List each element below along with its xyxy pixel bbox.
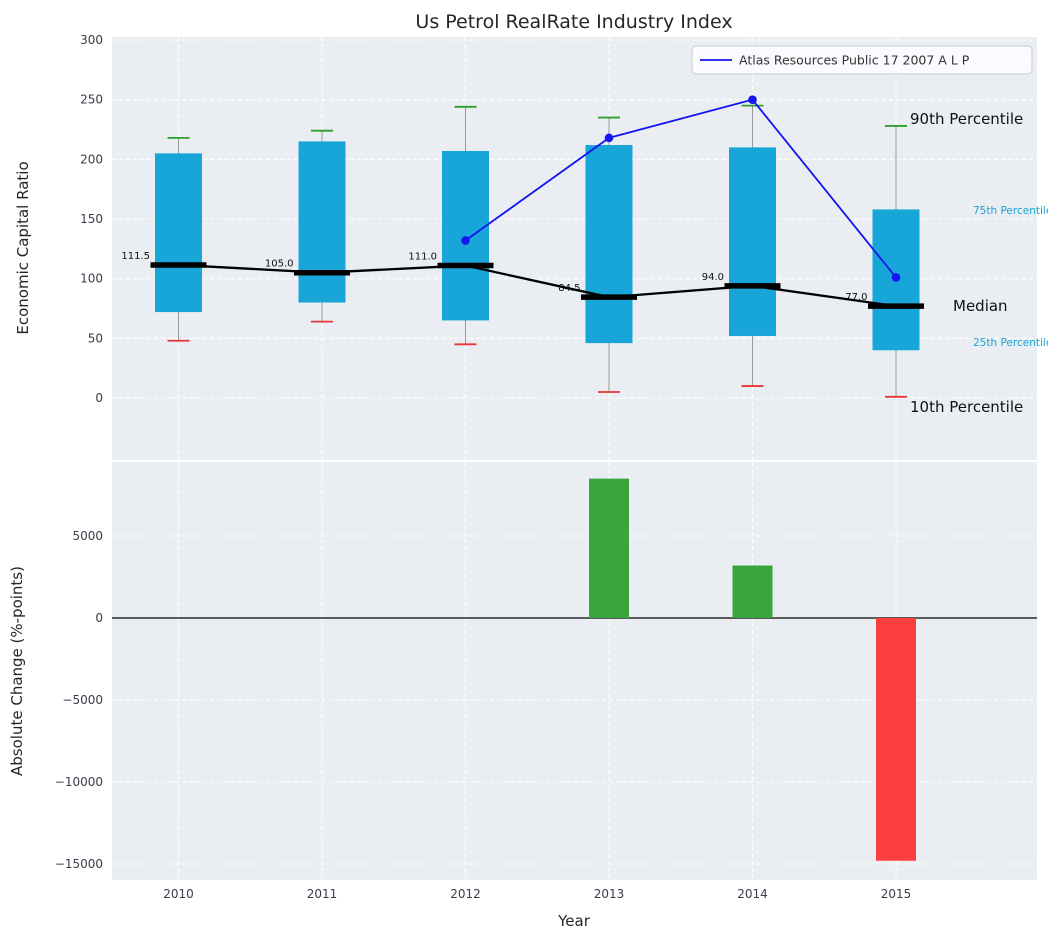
- iqr-box: [585, 145, 633, 344]
- iqr-box: [298, 141, 346, 303]
- x-tick-label: 2015: [881, 887, 912, 901]
- bar-2013: [589, 478, 629, 618]
- top-subplot: 300250200150100500111.5105.0111.084.594.…: [14, 11, 1048, 460]
- y-tick-label: −5000: [62, 693, 103, 707]
- series-marker: [891, 273, 901, 282]
- median-value-label: 94.0: [702, 272, 724, 283]
- legend-box: [691, 45, 1033, 75]
- annotation-median: Median: [953, 297, 1008, 315]
- ylabel-economic-capital-ratio: Economic Capital Ratio: [14, 161, 32, 334]
- ylabel-absolute-change: Absolute Change (%-points): [8, 566, 26, 776]
- median-trend-line: [178, 263, 897, 308]
- box-2012: 111.0: [408, 105, 494, 346]
- box-2014: 94.0: [702, 104, 781, 387]
- series-line: [464, 98, 897, 279]
- x-tick-label: 2013: [594, 887, 625, 901]
- median-value-label: 77.0: [845, 292, 867, 303]
- legend: Atlas Resources Public 17 2007 A L P: [691, 45, 1033, 75]
- series-marker: [604, 133, 614, 143]
- chart-title: Us Petrol RealRate Industry Index: [415, 11, 732, 33]
- y-tick-label: 300: [80, 33, 103, 47]
- xlabel-year: Year: [557, 912, 591, 930]
- top-plot-area: 300250200150100500111.5105.0111.084.594.…: [80, 33, 1037, 460]
- x-tick-label: 2010: [163, 887, 194, 901]
- y-tick-label: −10000: [55, 775, 103, 789]
- x-tick-label: 2012: [450, 887, 481, 901]
- y-tick-label: −15000: [55, 857, 103, 871]
- bottom-plot-area: 5000 0 −5000 −10000 −15000 2010 2011 2012 2013 20…: [55, 462, 1037, 901]
- legend-label: Atlas Resources Public 17 2007 A L P: [739, 53, 970, 68]
- iqr-box: [155, 153, 202, 313]
- y-tick-label: 150: [80, 212, 103, 226]
- y-tick-label: 250: [80, 93, 103, 107]
- annotation-90th-percentile: 90th Percentile: [910, 110, 1023, 128]
- median-value-label: 105.0: [265, 259, 294, 270]
- y-tick-label: 200: [80, 152, 103, 166]
- x-tick-label: 2011: [307, 887, 338, 901]
- iqr-box: [729, 147, 776, 336]
- y-tick-label: 0: [95, 391, 103, 405]
- annotation-25th-percentile: 25th Percentile: [973, 337, 1048, 349]
- annotation-10th-percentile: 10th Percentile: [910, 398, 1023, 416]
- bar-2015: [876, 618, 916, 861]
- median-value-label: 111.0: [408, 252, 437, 263]
- median-value-label: 111.5: [121, 251, 150, 262]
- x-tick-label: 2014: [737, 887, 768, 901]
- y-tick-label: 5000: [72, 529, 103, 543]
- annotation-75th-percentile: 75th Percentile: [973, 205, 1048, 217]
- y-tick-label: 0: [95, 611, 103, 625]
- y-tick-label: 100: [80, 272, 103, 286]
- series-marker: [461, 236, 470, 245]
- y-tick-label: 50: [88, 331, 103, 345]
- bottom-subplot: 5000 0 −5000 −10000 −15000 2010 2011 2012 2013 20…: [8, 462, 1037, 930]
- bar-2014: [732, 565, 773, 618]
- series-marker: [748, 95, 757, 104]
- iqr-box: [442, 150, 489, 321]
